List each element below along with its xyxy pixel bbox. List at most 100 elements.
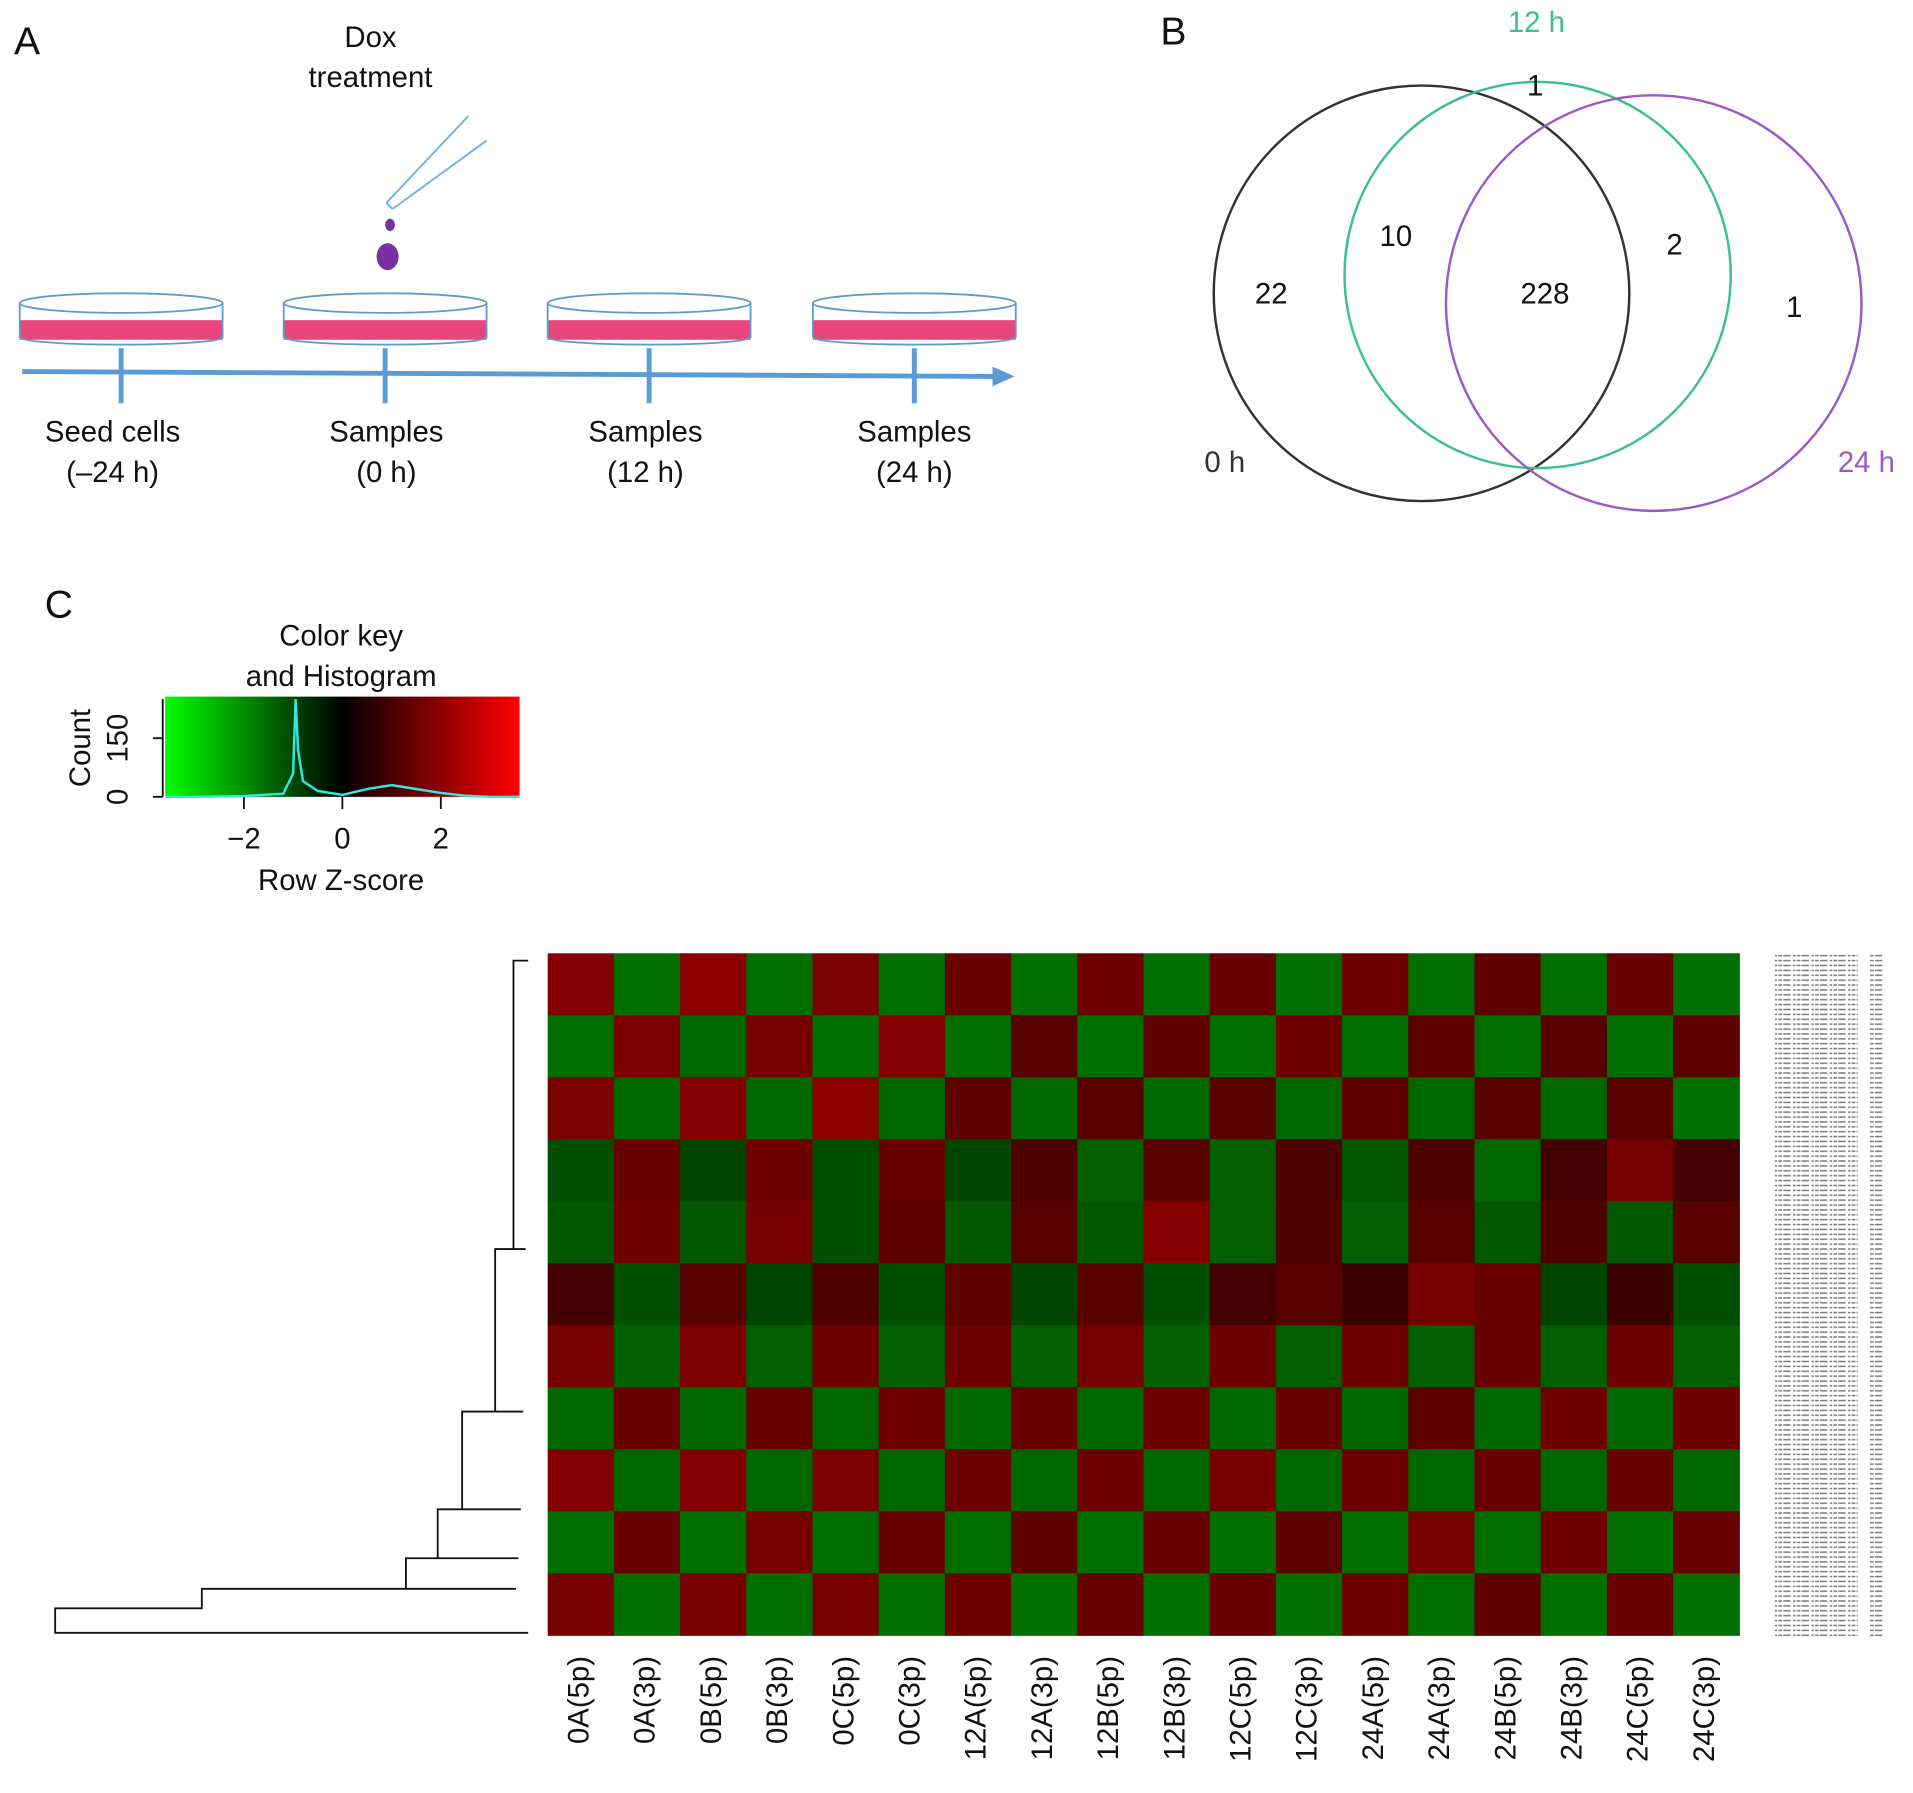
heatmap-cell	[1143, 1511, 1211, 1574]
heatmap-cell	[1408, 1387, 1476, 1450]
timepoint-label: Samples	[588, 416, 702, 449]
heatmap-cell	[1275, 1015, 1343, 1078]
heatmap-cell	[613, 1511, 681, 1574]
column-label: 24A(3p)	[1423, 1656, 1456, 1760]
heatmap-cell	[812, 1201, 880, 1264]
heatmap-cell	[547, 1077, 615, 1140]
key-title: and Histogram	[246, 660, 437, 693]
heatmap-cell	[1011, 1511, 1078, 1574]
heatmap-cell	[680, 1015, 747, 1078]
heatmap-cell	[878, 1139, 946, 1202]
heatmap-cell	[944, 1263, 1012, 1326]
column-label: 12A(3p)	[1026, 1656, 1059, 1760]
set-label: 0 h	[1204, 446, 1245, 479]
key-y-label: Count	[64, 709, 97, 787]
heatmap-cell	[1474, 1201, 1542, 1264]
heatmap-cell	[613, 1015, 681, 1078]
heatmap-cell	[1342, 1263, 1409, 1326]
panel-letter: A	[14, 20, 40, 63]
region-count: 2	[1666, 229, 1682, 262]
heatmap-cell	[878, 1015, 946, 1078]
heatmap-cell	[1673, 1015, 1740, 1078]
color-key	[165, 696, 520, 797]
heatmap-cell	[1606, 1139, 1674, 1202]
heatmap-cell	[1342, 1015, 1409, 1078]
heatmap-cell	[613, 1325, 681, 1388]
heatmap-cell	[1673, 1077, 1740, 1140]
heatmap-cell	[1474, 1015, 1542, 1078]
timeline	[22, 369, 997, 379]
heatmap-cell	[547, 1449, 615, 1512]
heatmap-cell	[1606, 1201, 1674, 1264]
heatmap-cell	[1673, 1573, 1740, 1636]
heatmap-cell	[1474, 1263, 1542, 1326]
heatmap-cell	[547, 1201, 615, 1264]
heatmap-cell	[1011, 953, 1078, 1016]
heatmap-cell	[1408, 1201, 1476, 1264]
heatmap-cell	[1342, 1201, 1409, 1264]
dish	[282, 303, 488, 346]
set-label: 12 h	[1508, 6, 1565, 39]
heatmap-cell	[944, 1139, 1012, 1202]
heatmap-cell	[944, 1201, 1012, 1264]
heatmap-cell	[1143, 1139, 1211, 1202]
key-x-tick-label: −2	[227, 823, 260, 856]
heatmap-cell	[1474, 1449, 1542, 1512]
heatmap-cell	[1143, 1263, 1211, 1326]
heatmap-cell	[1011, 1077, 1078, 1140]
heatmap-cell	[1342, 1325, 1409, 1388]
heatmap-cell	[1540, 1573, 1608, 1636]
heatmap-cell	[1275, 1077, 1343, 1140]
heatmap-cell	[1143, 1015, 1211, 1078]
heatmap-cell	[547, 1573, 615, 1636]
heatmap-cell	[1011, 1015, 1078, 1078]
column-label: 12B(5p)	[1092, 1656, 1125, 1760]
heatmap-cell	[680, 1263, 747, 1326]
panel-letter: B	[1160, 11, 1186, 54]
key-histogram	[165, 699, 520, 799]
heatmap-cell	[1540, 1077, 1608, 1140]
heatmap-cell	[812, 1139, 880, 1202]
heatmap-cell	[1011, 1325, 1078, 1388]
heatmap-cell	[944, 1015, 1012, 1078]
heatmap-cell	[1143, 1077, 1211, 1140]
heatmap-cell	[1077, 1449, 1145, 1512]
heatmap-cell	[1342, 1449, 1409, 1512]
panel-c: C Color key and Histogram Row Z-score Co…	[45, 584, 1885, 1762]
heatmap-cell	[1474, 1325, 1542, 1388]
key-x-label: Row Z-score	[258, 864, 424, 897]
heatmap-cell	[1209, 1077, 1277, 1140]
column-label: 0B(3p)	[761, 1656, 794, 1744]
heatmap-cell	[1408, 1077, 1476, 1140]
treatment-label: Dox	[344, 21, 396, 54]
region-count: 10	[1380, 220, 1413, 253]
heatmap-cell	[680, 1573, 747, 1636]
heatmap-cell	[613, 1201, 681, 1264]
heatmap-cell	[1474, 1387, 1542, 1450]
heatmap-cell	[1143, 1387, 1211, 1450]
heatmap-cell	[1011, 1573, 1078, 1636]
heatmap-cell	[680, 953, 747, 1016]
dendrogram	[54, 959, 529, 1634]
heatmap-cell	[878, 1263, 946, 1326]
heatmap-cell	[613, 1387, 681, 1450]
heatmap-cell	[1077, 1387, 1145, 1450]
heatmap-cell	[878, 1573, 946, 1636]
timepoint-label: Seed cells	[45, 416, 180, 449]
heatmap-cell	[680, 1201, 747, 1264]
heatmap-cell	[1077, 1139, 1145, 1202]
heatmap-cell	[1408, 953, 1476, 1016]
heatmap-cell	[613, 1573, 681, 1636]
heatmap-cell	[1077, 1201, 1145, 1264]
dish-rim	[282, 292, 488, 314]
heatmap-cell	[812, 1387, 880, 1450]
heatmap-cell	[746, 1449, 814, 1512]
venn-circle-0h	[1212, 84, 1631, 503]
heatmap-cell	[547, 1139, 615, 1202]
set-label: 24 h	[1838, 446, 1895, 479]
drop	[376, 243, 399, 271]
heatmap-cell	[1342, 1077, 1409, 1140]
timepoint-label: Samples	[857, 416, 971, 449]
column-label: 0C(3p)	[894, 1656, 927, 1746]
key-x-tick-label: 2	[433, 823, 449, 856]
